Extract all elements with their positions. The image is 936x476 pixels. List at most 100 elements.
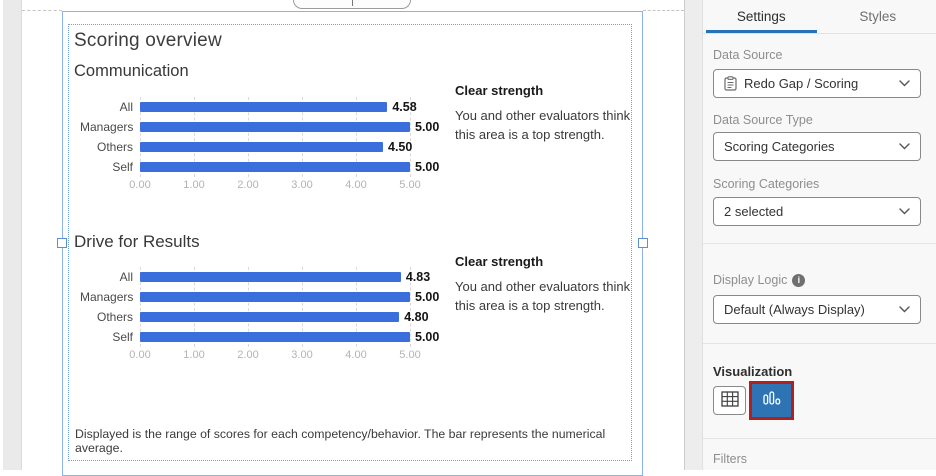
bar	[140, 272, 401, 282]
bar-value-label: 5.00	[415, 120, 439, 134]
bar-value-label: 4.50	[388, 140, 412, 154]
callout-title: Clear strength	[455, 83, 635, 98]
bar-track: 5.00	[140, 157, 425, 177]
axis-tick-label: 1.00	[174, 349, 214, 361]
resize-handle-right[interactable]	[638, 238, 648, 248]
bar	[140, 312, 399, 322]
category-label: Managers	[80, 290, 140, 304]
settings-panel: Settings Styles Data Source Redo Gap / S…	[702, 0, 936, 470]
visualization-label: Visualization	[713, 364, 792, 379]
chevron-down-icon	[899, 208, 910, 215]
axis-tick-label: 5.00	[390, 179, 430, 191]
data-source-type-value: Scoring Categories	[724, 139, 892, 154]
chevron-down-icon	[899, 80, 910, 87]
display-logic-dropdown[interactable]: Default (Always Display)	[713, 295, 921, 324]
visualization-table-button[interactable]	[713, 386, 746, 415]
scoring-categories-label: Scoring Categories	[713, 177, 819, 191]
callout-clear-strength: Clear strength You and other evaluators …	[455, 83, 635, 145]
section-divider	[703, 438, 936, 439]
page-boundary-dashed-line	[643, 10, 684, 11]
callout-body: You and other evaluators think this area…	[455, 107, 635, 145]
axis-tick-label: 0.00	[120, 349, 160, 361]
axis-tick-label: 3.00	[282, 179, 322, 191]
tab-styles-label: Styles	[859, 9, 896, 24]
category-label: Self	[80, 330, 140, 344]
category-label: Others	[80, 310, 140, 324]
category-label: All	[80, 270, 140, 284]
category-label: Others	[80, 140, 140, 154]
resize-handle-left[interactable]	[57, 238, 67, 248]
bar	[140, 122, 410, 132]
display-logic-value: Default (Always Display)	[724, 302, 892, 317]
tab-styles[interactable]: Styles	[820, 0, 936, 33]
bar-track: 5.00	[140, 287, 425, 307]
visualization-bar-chart-button[interactable]	[752, 384, 791, 417]
info-icon[interactable]: i	[792, 274, 805, 287]
data-source-dropdown[interactable]: Redo Gap / Scoring	[713, 69, 921, 98]
axis-tick-label: 4.00	[336, 179, 376, 191]
drag-handle-tick	[352, 0, 353, 6]
bar-value-label: 5.00	[415, 330, 439, 344]
chevron-down-icon	[899, 143, 910, 150]
data-source-value: Redo Gap / Scoring	[744, 76, 892, 91]
bar-track: 4.83	[140, 267, 425, 287]
data-source-type-dropdown[interactable]: Scoring Categories	[713, 132, 921, 161]
selected-visualization-highlight	[749, 381, 794, 420]
filters-label: Filters	[713, 452, 747, 466]
bar	[140, 292, 410, 302]
bar	[140, 102, 387, 112]
panel-tabs: Settings Styles	[703, 0, 936, 34]
display-logic-label: Display Logic i	[713, 273, 805, 287]
chart-heading-drive-for-results: Drive for Results	[74, 232, 200, 252]
data-source-label: Data Source	[713, 48, 782, 62]
display-logic-label-text: Display Logic	[713, 273, 787, 287]
chart-row: Others 4.50	[80, 137, 425, 157]
axis-tick-label: 5.00	[390, 349, 430, 361]
panel-gutter	[684, 0, 702, 470]
scoring-categories-dropdown[interactable]: 2 selected	[713, 197, 921, 226]
axis-tick-label: 1.00	[174, 179, 214, 191]
tab-settings-label: Settings	[737, 9, 786, 24]
axis-tick-label: 4.00	[336, 349, 376, 361]
callout-body: You and other evaluators think this area…	[455, 278, 635, 316]
tab-settings[interactable]: Settings	[703, 0, 820, 33]
block-drag-handle[interactable]	[293, 0, 411, 9]
bar-value-label: 5.00	[415, 160, 439, 174]
category-label: Self	[80, 160, 140, 174]
section-divider	[703, 243, 936, 244]
table-icon	[721, 391, 739, 410]
bar	[140, 332, 410, 342]
bar-chart-icon	[761, 390, 782, 411]
workspace-left-gutter	[3, 0, 22, 470]
bar-track: 4.50	[140, 137, 425, 157]
axis-tick-label: 2.00	[228, 349, 268, 361]
bar	[140, 162, 410, 172]
axis-tick-label: 2.00	[228, 179, 268, 191]
bar-track: 4.80	[140, 307, 425, 327]
bar-track: 5.00	[140, 327, 425, 347]
axis-tick-label: 3.00	[282, 349, 322, 361]
callout-title: Clear strength	[455, 254, 635, 269]
chart-footnote: Displayed is the range of scores for eac…	[75, 427, 620, 455]
chart-heading-communication: Communication	[74, 62, 189, 81]
callout-clear-strength: Clear strength You and other evaluators …	[455, 254, 635, 316]
data-source-type-label: Data Source Type	[713, 113, 813, 127]
bar-value-label: 4.83	[406, 270, 430, 284]
bar	[140, 142, 383, 152]
page-boundary-dashed-line	[22, 10, 62, 11]
bar-value-label: 4.58	[392, 100, 416, 114]
page-title: Scoring overview	[74, 30, 222, 52]
bar-value-label: 5.00	[415, 290, 439, 304]
category-label: Managers	[80, 120, 140, 134]
axis-tick-label: 0.00	[120, 179, 160, 191]
chevron-down-icon	[899, 306, 910, 313]
section-divider	[703, 343, 936, 344]
